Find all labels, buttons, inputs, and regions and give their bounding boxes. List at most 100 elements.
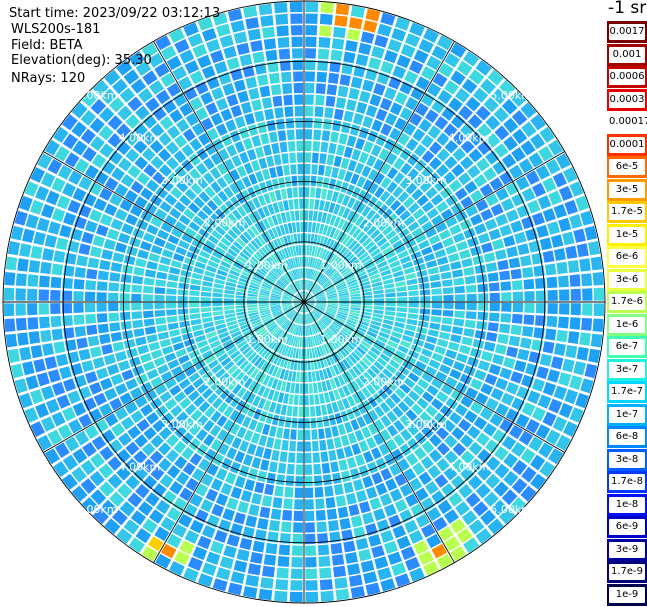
- data-cell: [279, 278, 288, 286]
- data-cell: [465, 387, 479, 400]
- data-cell: [141, 131, 156, 146]
- data-cell: [333, 155, 342, 168]
- data-cell: [275, 225, 282, 237]
- data-cell: [189, 423, 201, 436]
- data-cell: [563, 421, 578, 437]
- data-cell: [325, 213, 332, 225]
- data-cell: [403, 215, 416, 227]
- data-cell: [365, 486, 378, 499]
- colorbar-swatch: 1e-9: [607, 583, 647, 606]
- data-cell: [209, 340, 221, 349]
- data-cell: [304, 303, 306, 313]
- data-cell: [190, 409, 203, 422]
- data-cell: [251, 99, 262, 112]
- data-cell: [427, 266, 439, 275]
- data-cell: [542, 208, 556, 222]
- data-cell: [249, 284, 260, 290]
- data-cell: [476, 274, 488, 283]
- data-cell: [468, 131, 484, 146]
- data-cell: [250, 319, 262, 325]
- data-cell: [401, 233, 414, 244]
- data-cell: [93, 392, 107, 406]
- data-cell: [283, 428, 290, 440]
- data-cell: [169, 28, 185, 43]
- range-ring-label: 4.00km: [119, 461, 161, 474]
- data-cell: [376, 237, 388, 247]
- data-cell: [387, 340, 399, 349]
- data-cell: [143, 310, 154, 319]
- data-cell: [406, 278, 418, 286]
- data-cell: [356, 248, 366, 258]
- data-cell: [155, 553, 172, 569]
- data-cell: [305, 299, 315, 302]
- data-cell: [436, 442, 450, 456]
- data-cell: [412, 462, 426, 476]
- data-cell: [201, 65, 216, 79]
- data-cell: [281, 439, 289, 451]
- data-cell: [277, 130, 287, 142]
- data-cell: [299, 383, 304, 394]
- data-cell: [93, 198, 107, 212]
- data-cell: [387, 255, 399, 264]
- data-cell: [304, 395, 309, 406]
- colorbar-swatch: 1.7e-9: [607, 561, 647, 583]
- data-cell: [478, 302, 489, 311]
- data-cell: [201, 204, 214, 216]
- data-cell: [347, 159, 357, 172]
- data-cell: [195, 509, 209, 523]
- data-cell: [205, 102, 219, 116]
- data-cell: [383, 138, 396, 151]
- data-cell: [262, 565, 275, 578]
- data-cell: [454, 294, 466, 302]
- data-cell: [495, 187, 509, 201]
- data-cell: [323, 201, 331, 212]
- data-cell: [374, 172, 385, 185]
- data-cell: [576, 243, 589, 258]
- data-cell: [294, 336, 299, 347]
- data-cell: [310, 175, 317, 187]
- data-cell: [144, 202, 158, 215]
- data-cell: [194, 261, 206, 270]
- data-cell: [266, 321, 276, 329]
- data-cell: [322, 177, 330, 189]
- data-cell: [494, 463, 510, 479]
- data-cell: [144, 389, 158, 402]
- data-cell: [412, 208, 425, 220]
- data-cell: [383, 315, 395, 321]
- data-cell: [245, 574, 260, 587]
- data-cell: [275, 367, 282, 379]
- start-time-text: Start time: 2023/09/22 03:12:13: [9, 6, 221, 21]
- data-cell: [392, 186, 404, 198]
- data-cell: [181, 447, 195, 460]
- data-cell: [470, 378, 483, 391]
- data-cell: [243, 162, 254, 175]
- data-cell: [273, 438, 282, 450]
- data-cell: [283, 235, 289, 247]
- data-cell: [289, 347, 294, 358]
- data-cell: [218, 265, 230, 273]
- data-cell: [399, 414, 412, 427]
- data-cell: [362, 192, 373, 205]
- data-cell: [425, 405, 438, 417]
- data-cell: [444, 536, 460, 552]
- data-cell: [360, 560, 375, 573]
- data-cell: [109, 397, 123, 411]
- data-cell: [179, 49, 195, 64]
- data-cell: [343, 325, 354, 333]
- data-cell: [373, 361, 384, 371]
- data-cell: [283, 164, 290, 176]
- data-cell: [277, 556, 290, 567]
- data-cell: [204, 354, 216, 365]
- data-cell: [274, 189, 282, 201]
- data-cell: [565, 345, 578, 359]
- data-cell: [248, 87, 260, 100]
- data-cell: [305, 36, 317, 47]
- data-cell: [119, 302, 130, 311]
- data-cell: [206, 217, 218, 229]
- data-cell: [201, 562, 217, 576]
- data-cell: [593, 287, 605, 301]
- data-cell: [252, 382, 262, 394]
- data-cell: [142, 475, 158, 490]
- data-cell: [418, 239, 430, 250]
- data-cell: [464, 275, 476, 285]
